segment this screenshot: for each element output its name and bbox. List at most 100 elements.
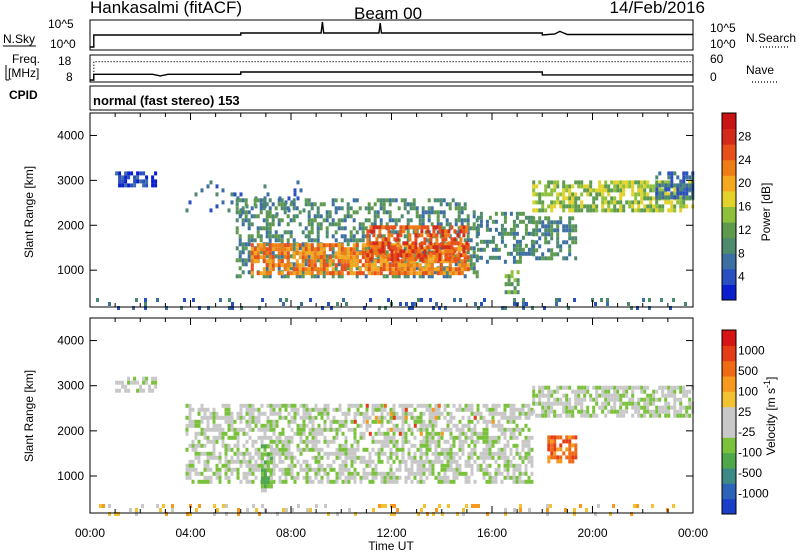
heatmap-cell: [422, 435, 426, 440]
heatmap-cell: [368, 479, 372, 484]
heatmap-cell: [655, 200, 659, 205]
heatmap-cell: [473, 427, 477, 432]
heatmap-cell: [371, 403, 375, 408]
heatmap-cell: [284, 439, 288, 444]
heatmap-cell: [316, 206, 320, 211]
heatmap-cell: [337, 222, 341, 227]
heatmap-cell: [401, 443, 405, 448]
heatmap-cell: [305, 411, 309, 416]
heatmap-cell: [235, 230, 239, 235]
heatmap-cell: [341, 479, 345, 484]
heatmap-cell: [235, 218, 239, 223]
heatmap-cell: [506, 439, 510, 444]
heatmap-cell: [247, 226, 251, 231]
heatmap-cell: [643, 397, 647, 402]
heatmap-cell: [628, 180, 632, 185]
heatmap-cell: [403, 267, 407, 272]
heatmap-cell: [322, 259, 326, 264]
heatmap-cell: [406, 202, 410, 207]
heatmap-cell: [284, 407, 288, 412]
heatmap-cell: [601, 389, 605, 394]
heatmap-cell: [266, 192, 270, 197]
heatmap-cell: [322, 255, 326, 260]
heatmap-cell: [532, 216, 536, 221]
heatmap-cell: [415, 271, 419, 276]
heatmap-cell: [265, 254, 269, 259]
heatmap-cell: [553, 220, 557, 225]
heatmap-cell: [326, 407, 330, 412]
heatmap-cell: [373, 267, 377, 272]
heatmap-cell: [643, 180, 647, 185]
heatmap-cell: [272, 471, 276, 476]
heatmap-cell: [507, 278, 511, 283]
heatmap-cell: [236, 435, 240, 440]
heatmap-cell: [392, 423, 396, 428]
heatmap-cell: [280, 243, 284, 248]
heatmap-cell: [248, 451, 252, 456]
heatmap-cell: [314, 471, 318, 476]
heatmap-cell: [298, 246, 302, 251]
heatmap-cell: [509, 403, 513, 408]
heatmap-cell: [353, 451, 357, 456]
heatmap-cell: [559, 216, 563, 221]
heatmap-cell: [458, 407, 462, 412]
heatmap-cell: [407, 427, 411, 432]
heatmap-cell: [188, 403, 192, 408]
heatmap-cell: [253, 255, 257, 260]
heatmap-cell: [361, 255, 365, 260]
heatmap-cell: [664, 413, 668, 418]
heatmap-cell: [619, 393, 623, 398]
heatmap-cell: [455, 475, 459, 480]
heatmap-cell: [358, 206, 362, 211]
colorbar-tick-label: 12: [738, 223, 752, 237]
heatmap-cell: [355, 246, 359, 251]
heatmap-cell: [257, 419, 261, 424]
heatmap-cell: [497, 467, 501, 472]
heatmap-cell: [394, 274, 398, 279]
heatmap-cell: [571, 184, 575, 189]
freq-left-label-1: Freq.: [12, 52, 40, 66]
heatmap-cell: [239, 407, 243, 412]
heatmap-cell: [538, 244, 542, 249]
heatmap-cell: [384, 241, 388, 246]
heatmap-cell: [479, 255, 483, 260]
heatmap-cell: [262, 247, 266, 252]
heatmap-cell: [376, 234, 380, 239]
heatmap-cell: [509, 463, 513, 468]
heatmap-cell: [613, 393, 617, 398]
heatmap-cell: [553, 184, 557, 189]
heatmap-cell: [266, 456, 270, 461]
heatmap-cell: [562, 405, 566, 410]
heatmap-cell: [365, 471, 369, 476]
heatmap-cell: [649, 413, 653, 418]
heatmap-cell: [532, 244, 536, 249]
heatmap-cell: [515, 243, 519, 248]
heatmap-cell: [238, 258, 242, 263]
heatmap-cell: [382, 210, 386, 215]
heatmap-cell: [547, 397, 551, 402]
heatmap-cell: [271, 243, 275, 248]
heatmap-cell: [343, 247, 347, 252]
heatmap-cell: [335, 471, 339, 476]
heatmap-cell: [338, 475, 342, 480]
heatmap-cell: [413, 459, 417, 464]
heatmap-cell: [389, 455, 393, 460]
heatmap-cell: [346, 238, 350, 243]
heatmap-cell: [248, 419, 252, 424]
heatmap-cell: [571, 196, 575, 201]
heatmap-cell: [274, 230, 278, 235]
heatmap-cell: [475, 218, 479, 223]
heatmap-cell: [458, 471, 462, 476]
heatmap-cell: [648, 298, 651, 302]
heatmap-cell: [328, 259, 332, 264]
heatmap-cell: [148, 384, 152, 389]
heatmap-cell: [209, 415, 213, 420]
heatmap-cell: [224, 411, 228, 416]
heatmap-cell: [685, 196, 689, 201]
heatmap-cell: [271, 222, 275, 227]
heatmap-cell: [568, 401, 572, 406]
heatmap-cell: [568, 451, 572, 456]
heatmap-cell: [418, 214, 422, 219]
heatmap-cell: [655, 183, 659, 188]
heatmap-cell: [417, 225, 421, 230]
